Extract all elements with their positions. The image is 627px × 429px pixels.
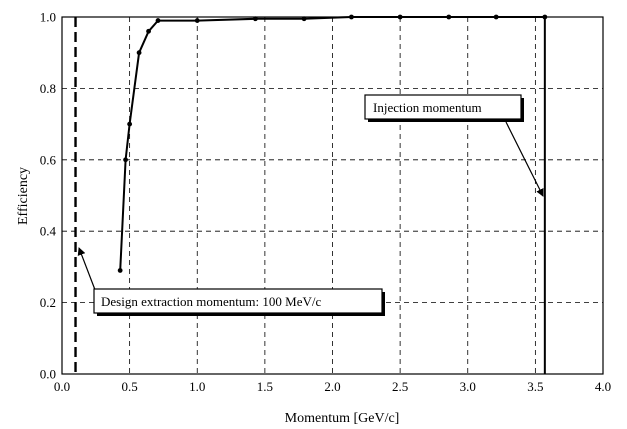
x-axis-label: Momentum [GeV/c] <box>285 411 400 426</box>
y-tick-label: 0.0 <box>40 367 56 382</box>
tick-labels: 0.0 0.5 1.0 1.5 2.0 2.5 3.0 3.5 4.0 0.0 0.2 0.4 0.6 0… <box>40 10 611 395</box>
y-tick-label: 1.0 <box>40 10 56 25</box>
x-tick-label: 0.5 <box>122 379 138 394</box>
extraction-callout-label: Design extraction momentum: 100 MeV/c <box>101 294 321 309</box>
x-tick-label: 3.5 <box>527 379 543 394</box>
x-tick-label: 3.0 <box>460 379 476 394</box>
extraction-callout-box <box>93 288 383 314</box>
injection-callout-label: Injection momentum <box>373 100 482 115</box>
x-tick-label: 2.0 <box>324 379 340 394</box>
injection-callout: Injection momentum <box>364 94 544 197</box>
injection-callout-box <box>364 94 522 120</box>
reference-lines <box>74 17 546 374</box>
data-point <box>117 268 123 273</box>
x-tick-label: 2.5 <box>392 379 408 394</box>
data-point <box>136 50 142 56</box>
data-point <box>123 157 128 163</box>
extraction-callout: Design extraction momentum: 100 MeV/c <box>77 247 385 316</box>
grid <box>62 17 603 374</box>
y-tick-label: 0.2 <box>40 295 56 310</box>
y-tick-label: 0.8 <box>40 81 56 96</box>
extraction-callout-arrow <box>77 247 98 296</box>
injection-callout-arrow <box>505 121 544 197</box>
data-point <box>146 28 151 34</box>
x-tick-label: 1.5 <box>257 379 273 394</box>
y-tick-label: 0.6 <box>40 152 57 167</box>
data-point <box>194 18 200 23</box>
data-point <box>155 18 161 23</box>
y-tick-label: 0.4 <box>40 224 57 239</box>
x-tick-label: 4.0 <box>595 379 611 394</box>
x-tick-label: 0.0 <box>54 379 70 394</box>
data-point <box>127 121 133 127</box>
y-axis-label: Efficiency <box>16 167 31 225</box>
x-tick-label: 1.0 <box>189 379 205 394</box>
plot-area <box>61 16 604 375</box>
